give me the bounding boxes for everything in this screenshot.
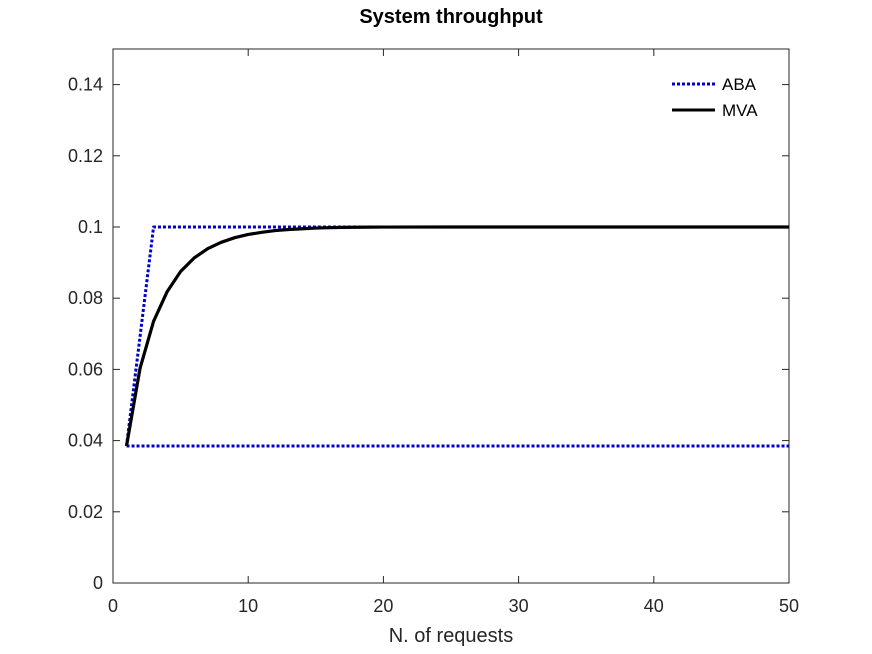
legend-label-mva: MVA <box>722 101 758 120</box>
y-tick-label: 0.02 <box>68 502 103 522</box>
y-tick-label: 0.1 <box>78 217 103 237</box>
x-tick-label: 40 <box>644 596 664 616</box>
y-tick-label: 0.04 <box>68 431 103 451</box>
x-tick-label: 30 <box>509 596 529 616</box>
plot-area: 0 10 20 30 40 50 0 0.02 0.04 0.06 0.08 0.1 0.12 0.14 A… <box>68 48 799 616</box>
y-tick-label: 0.06 <box>68 359 103 379</box>
legend-label-aba: ABA <box>722 75 757 94</box>
y-tick-label: 0.12 <box>68 146 103 166</box>
y-tick-label: 0.14 <box>68 75 103 95</box>
plot-frame <box>112 48 790 584</box>
chart-title: System throughput <box>359 6 543 28</box>
x-tick-label: 0 <box>108 596 118 616</box>
x-tick-label: 10 <box>238 596 258 616</box>
series-line-mva <box>124 225 789 447</box>
x-tick-label: 50 <box>779 596 799 616</box>
y-tick-label: 0 <box>93 573 103 593</box>
y-tick-label: 0.08 <box>68 288 103 308</box>
x-axis-label: N. of requests <box>389 625 514 647</box>
x-tick-label: 20 <box>373 596 393 616</box>
series-line-aba <box>125 225 789 447</box>
